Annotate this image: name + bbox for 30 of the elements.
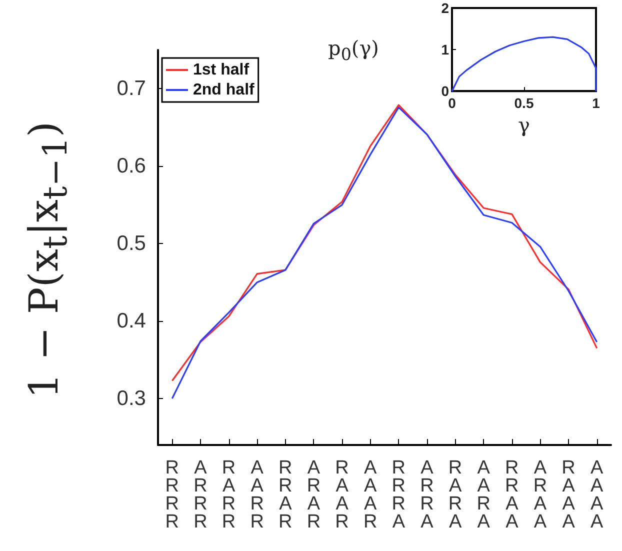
y-tick-label: 0.5 [116,232,146,256]
legend-label: 1st half [193,62,250,78]
y-tick-label: 0.4 [116,310,146,333]
x-tick-label: A R A R [306,458,321,532]
y-tick-label: 2 [441,0,450,16]
y-tick-label: 1 [441,42,450,58]
y-tick-label: 0.7 [116,77,146,100]
y-tick-label: 0.3 [116,387,146,410]
x-tick-label: A A A R [363,458,378,532]
x-tick-label: A R R A [420,458,434,532]
y-axis-title: p$_{0}$(γ) [328,36,379,64]
x-tick-label: R R A A [505,458,519,532]
x-tick-label: A R A A [533,458,548,532]
x-tick-label: R R A R [278,458,292,532]
x-tick-label: 0.5 [514,95,534,112]
x-tick-label: R R R A [392,458,406,532]
x-tick-label: A R R R [194,458,208,532]
x-tick-label: R A A R [335,458,349,532]
x-tick-label: R R R R [165,458,180,532]
legend-label: 2nd half [193,82,256,98]
x-tick-label: A A R A [476,458,490,532]
y-tick-label: 0.6 [116,154,146,178]
y-tick-label: 0 [441,83,450,100]
x-tick-label: R A R A [448,458,462,532]
x-tick-label: R A A A [562,458,576,532]
x-tick-label: A A A A [590,458,604,532]
x-tick-label: A A R R [250,458,264,532]
x-tick-label: 1 [592,95,600,112]
x-axis-title: γ [518,113,530,137]
x-tick-label: R A R R [222,458,236,532]
